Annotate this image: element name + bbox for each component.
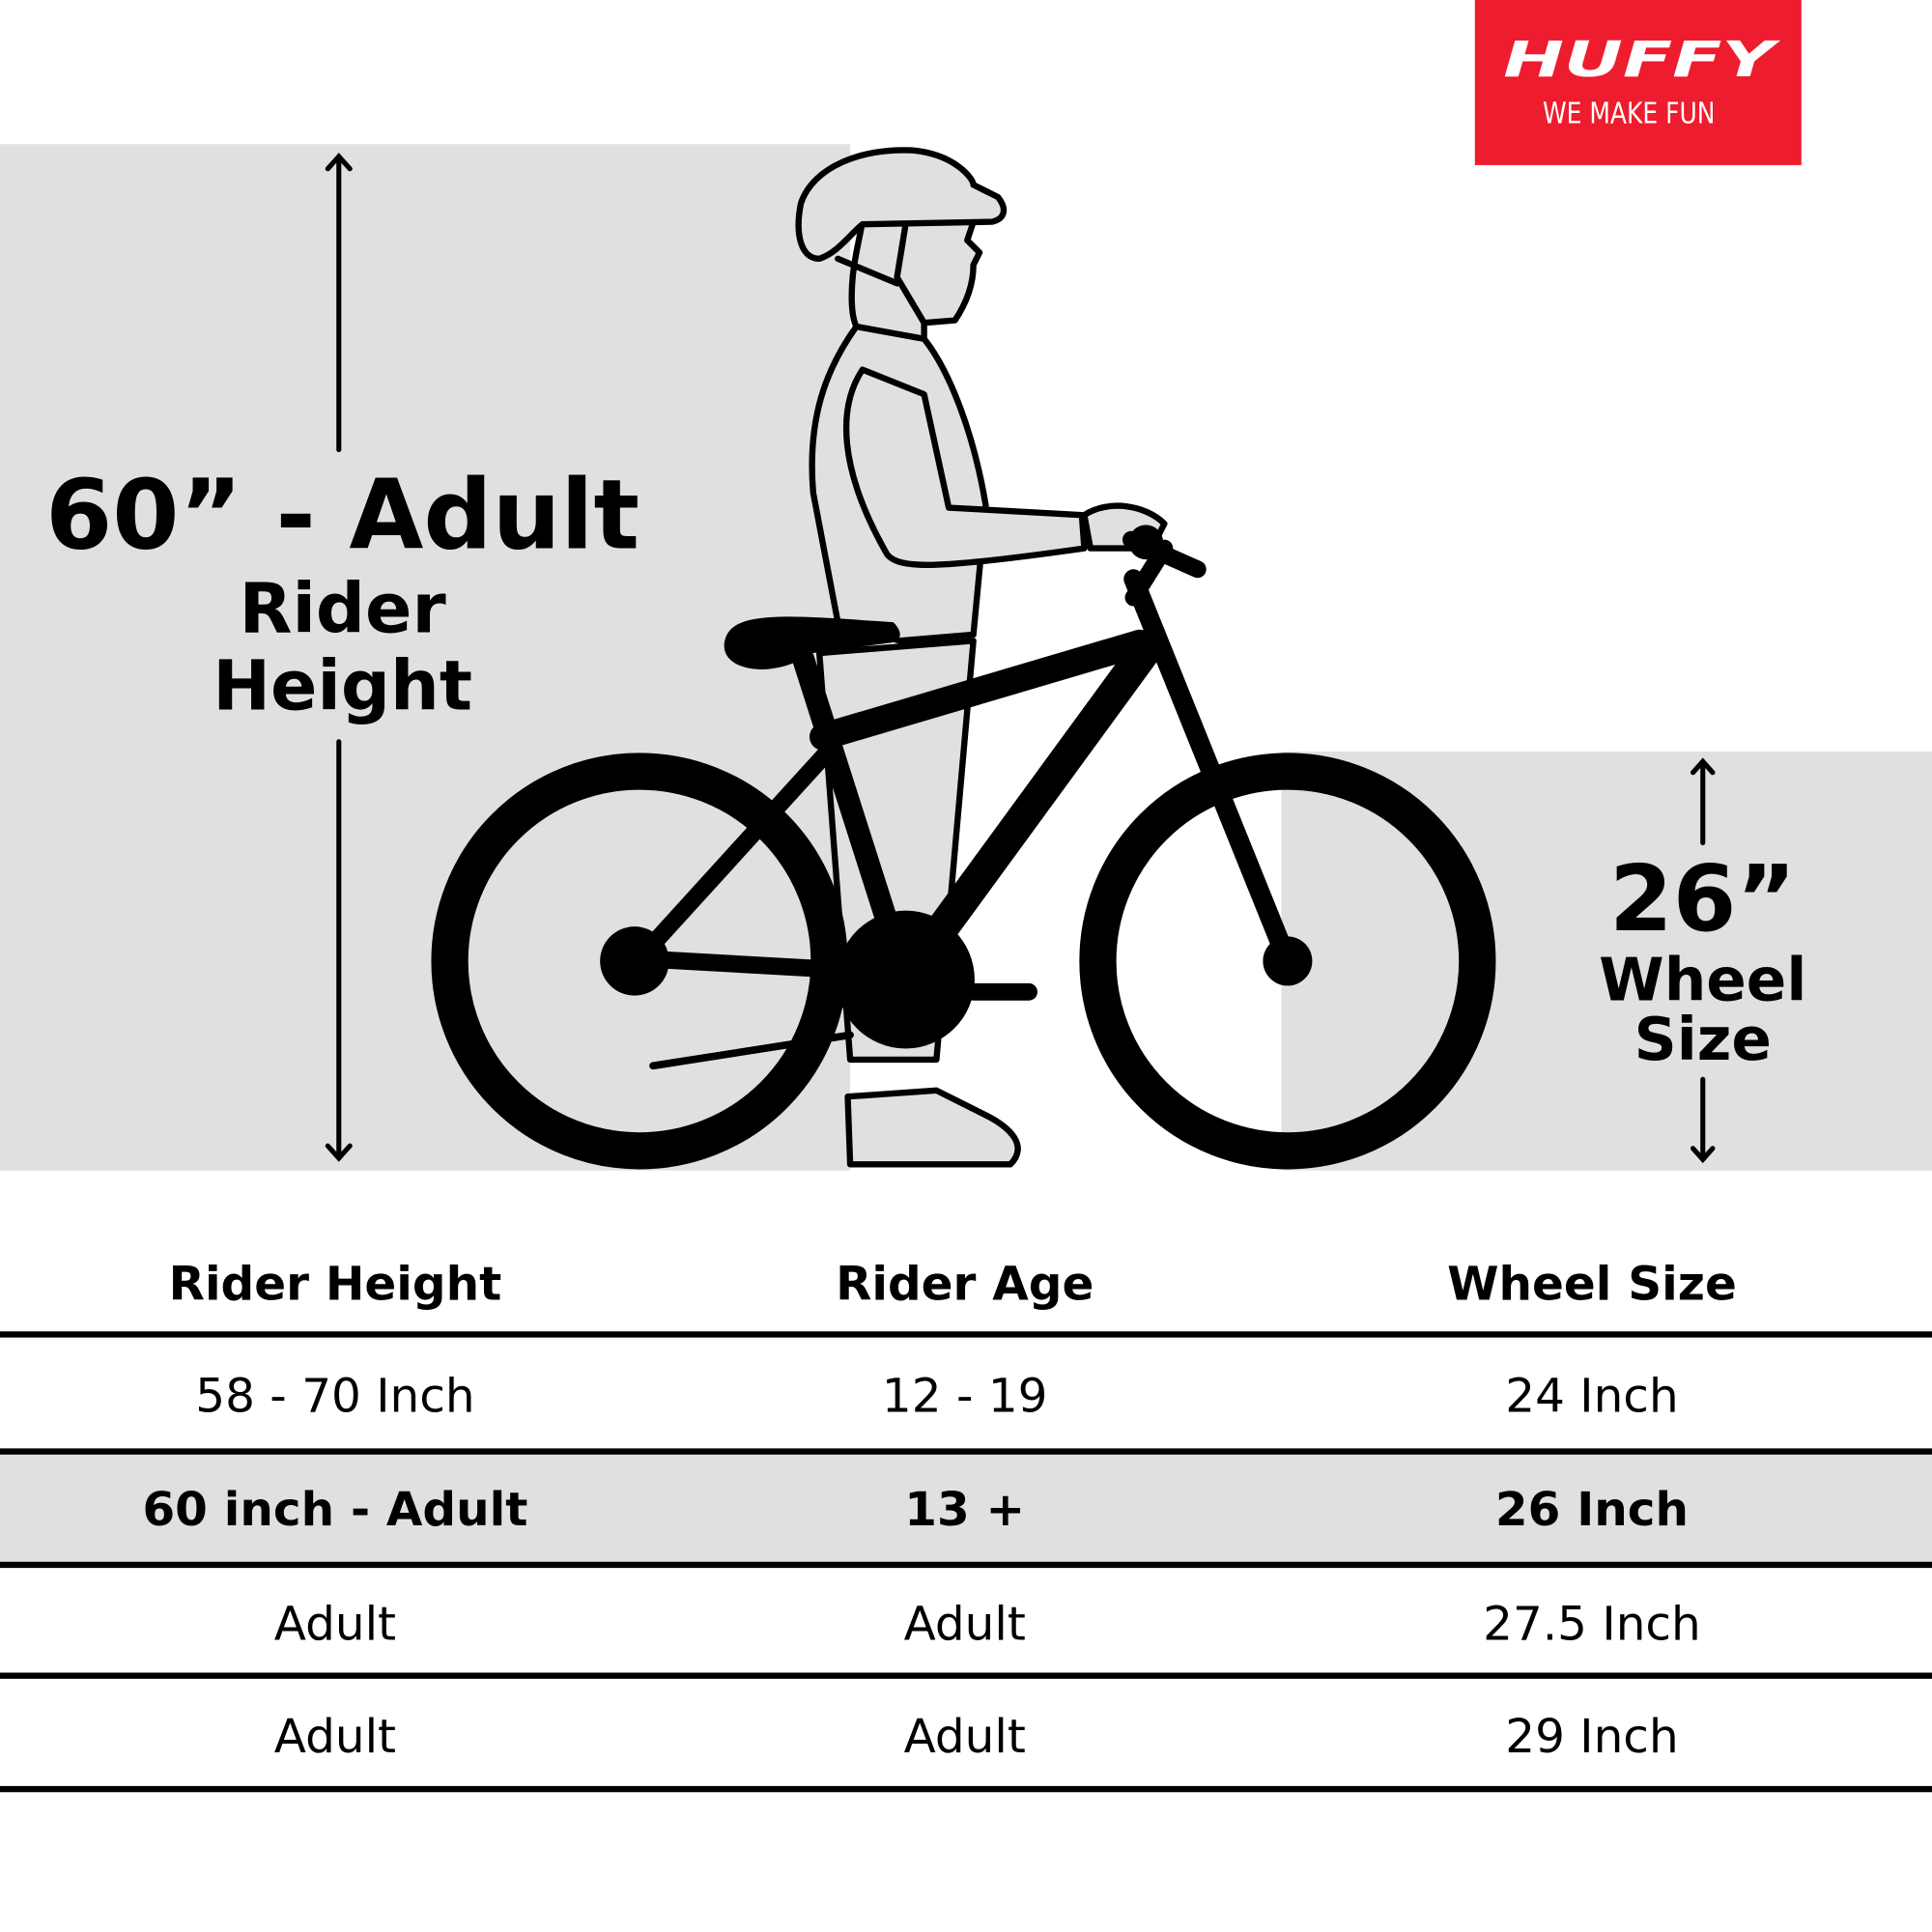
bicycle-parts [600, 525, 1313, 1049]
cell: Adult [274, 1710, 396, 1764]
cell: 58 - 70 Inch [195, 1370, 474, 1424]
table-row: 58 - 70 Inch 12 - 19 24 Inch [195, 1370, 1678, 1424]
table-dividers [0, 1331, 1932, 1793]
cell: Adult [904, 1710, 1026, 1764]
table-header: Rider Height Rider Age Wheel Size [169, 1258, 1737, 1312]
front-wheel [1079, 753, 1496, 1170]
header-rider-height: Rider Height [169, 1258, 502, 1312]
cell: Adult [274, 1598, 396, 1652]
rider-height-label: Height [213, 646, 472, 726]
cell: Adult [904, 1598, 1026, 1652]
svg-text:WE MAKE FUN: WE MAKE FUN [1543, 98, 1716, 131]
cell: 24 Inch [1505, 1370, 1678, 1424]
header-wheel-size: Wheel Size [1447, 1258, 1737, 1312]
huffy-logo: HUFFY WE MAKE FUN [1474, 0, 1802, 165]
table-row: Adult Adult 27.5 Inch [274, 1598, 1701, 1652]
table-row-highlighted: 60 inch - Adult 13 + 26 Inch [142, 1483, 1689, 1537]
rider-height-label: Rider [239, 568, 445, 648]
cell: 60 inch - Adult [142, 1483, 527, 1537]
cell: 12 - 19 [882, 1370, 1048, 1424]
cell: 26 Inch [1495, 1483, 1689, 1537]
highlighted-row-background [0, 1454, 1932, 1563]
table-row: Adult Adult 29 Inch [274, 1710, 1679, 1764]
wheel-size-label: Size [1634, 1006, 1772, 1074]
rider-height-arrow [325, 153, 353, 1162]
wheel-size-label: Wheel [1599, 947, 1806, 1015]
cell: 27.5 Inch [1483, 1598, 1701, 1652]
cell: 13 + [904, 1483, 1025, 1537]
wheel-size-arrow [1690, 757, 1716, 1164]
size-table: Rider Height Rider Age Wheel Size 58 - 7… [0, 1258, 1932, 1793]
cell: 29 Inch [1505, 1710, 1678, 1764]
svg-text:HUFFY: HUFFY [1503, 32, 1781, 89]
rider-height-value: 60” - Adult [45, 461, 639, 572]
header-rider-age: Rider Age [836, 1258, 1094, 1312]
rider-height-background [0, 144, 851, 1171]
wheel-size-value: 26” [1609, 846, 1796, 952]
